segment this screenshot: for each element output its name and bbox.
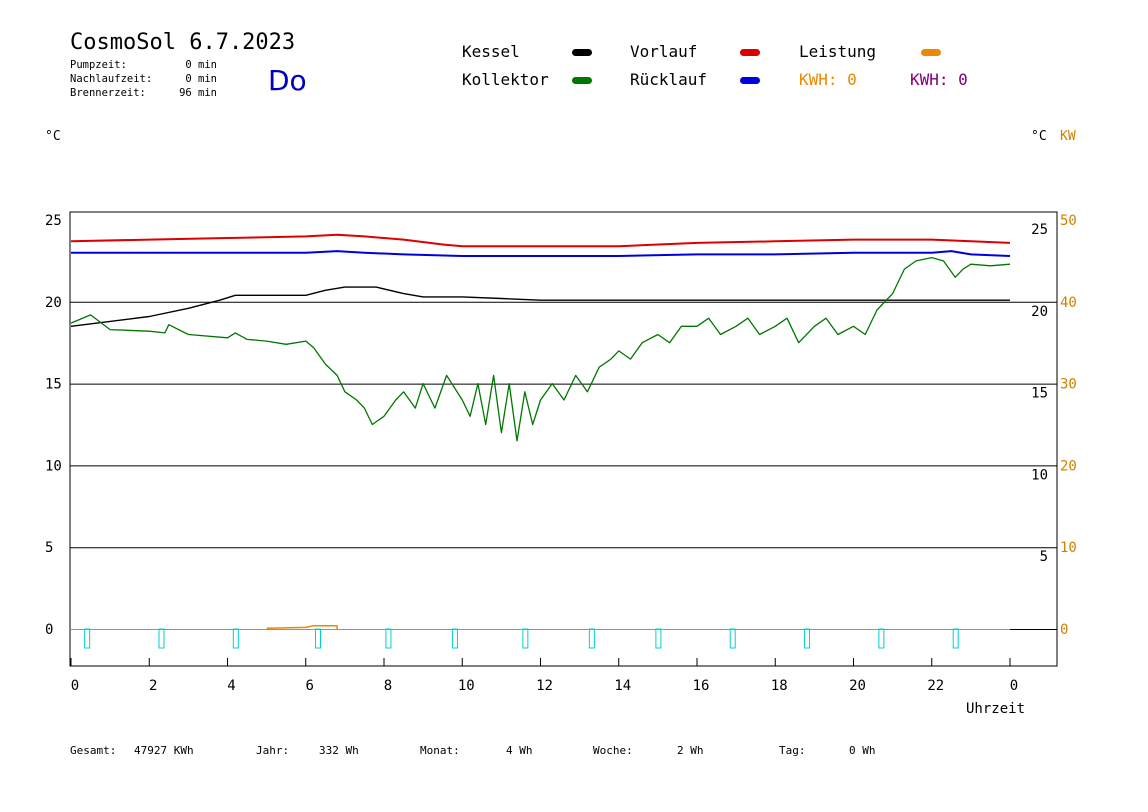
y-tick-left-0: 0 bbox=[45, 622, 53, 638]
footer-monat-value: 4 Wh bbox=[506, 744, 533, 757]
y-tick-right-15: 15 bbox=[1031, 386, 1048, 402]
pump-pulse-11 bbox=[878, 628, 885, 649]
x-tick-6: 12 bbox=[536, 678, 553, 694]
plot-frame bbox=[69, 211, 1058, 667]
legend-kollektor: Kollektor bbox=[462, 70, 549, 89]
y-tick-kw-50: 50 bbox=[1060, 213, 1077, 229]
stats-values: 0 min 0 min 96 min bbox=[165, 58, 217, 100]
legend-swatch-leistung bbox=[921, 49, 941, 56]
legend-ruecklauf: Rücklauf bbox=[630, 70, 708, 89]
x-tick-1: 2 bbox=[149, 678, 157, 694]
legend-swatch-kessel bbox=[572, 49, 592, 56]
footer-jahr-label: Jahr: bbox=[256, 744, 290, 757]
legend-kwh-1: KWH: 0 bbox=[799, 70, 857, 89]
x-tick-2: 4 bbox=[227, 678, 235, 694]
pump-pulse-1 bbox=[158, 628, 165, 649]
x-tick-7: 14 bbox=[614, 678, 631, 694]
stat-value-brennerzeit: 96 min bbox=[179, 87, 217, 99]
footer-gesamt-label: Gesamt: bbox=[70, 744, 117, 757]
y-tick-right-5: 5 bbox=[1040, 549, 1048, 565]
right-axis-unit: °C bbox=[1031, 129, 1047, 144]
stat-label-pumpzeit: Pumpzeit: bbox=[70, 59, 127, 71]
y-tick-left-5: 5 bbox=[45, 540, 53, 556]
stat-label-nachlaufzeit: Nachlaufzeit: bbox=[70, 73, 153, 85]
x-tick-8: 16 bbox=[693, 678, 710, 694]
x-tick-11: 22 bbox=[927, 678, 944, 694]
pump-pulse-9 bbox=[729, 628, 736, 649]
footer-tag-value: 0 Wh bbox=[849, 744, 876, 757]
x-tick-12: 0 bbox=[1010, 678, 1018, 694]
pump-pulse-7 bbox=[588, 628, 595, 649]
series-line-ruecklauf bbox=[71, 250, 1011, 257]
pump-pulse-6 bbox=[522, 628, 529, 649]
pump-pulse-5 bbox=[451, 628, 458, 649]
y-tick-right-10: 10 bbox=[1031, 467, 1048, 483]
legend-swatch-kollektor bbox=[572, 77, 592, 84]
x-axis-label: Uhrzeit bbox=[966, 701, 1026, 717]
y-tick-left-15: 15 bbox=[45, 377, 62, 393]
stat-label-brennerzeit: Brennerzeit: bbox=[70, 87, 146, 99]
pump-pulse-10 bbox=[804, 628, 811, 649]
pump-pulse-12 bbox=[952, 628, 959, 649]
series-line-kessel bbox=[70, 286, 1010, 327]
footer-woche-label: Woche: bbox=[593, 744, 633, 757]
footer-monat-label: Monat: bbox=[420, 744, 460, 757]
y-tick-left-10: 10 bbox=[45, 458, 62, 474]
series-line-kollektor bbox=[70, 256, 1011, 442]
stats-labels: Pumpzeit: Nachlaufzeit: Brennerzeit: bbox=[70, 58, 152, 100]
pump-pulse-0 bbox=[84, 628, 91, 649]
x-tick-9: 18 bbox=[771, 678, 788, 694]
footer-tag-label: Tag: bbox=[779, 744, 806, 757]
weekday-label: Do bbox=[268, 64, 307, 97]
y-tick-kw-20: 20 bbox=[1060, 458, 1077, 474]
x-tick-5: 10 bbox=[458, 678, 475, 694]
legend-vorlauf: Vorlauf bbox=[630, 42, 698, 61]
stat-value-pumpzeit: 0 min bbox=[185, 59, 217, 71]
legend-swatch-vorlauf bbox=[740, 49, 760, 56]
x-tick-10: 20 bbox=[849, 678, 866, 694]
y-tick-left-25: 25 bbox=[45, 213, 62, 229]
y-tick-kw-40: 40 bbox=[1060, 295, 1077, 311]
pump-pulse-4 bbox=[385, 628, 392, 649]
y-tick-right-25: 25 bbox=[1031, 222, 1048, 238]
y-tick-kw-0: 0 bbox=[1060, 622, 1068, 638]
footer-woche-value: 2 Wh bbox=[677, 744, 704, 757]
footer-jahr-value: 332 Wh bbox=[319, 744, 359, 757]
series-line-vorlauf bbox=[70, 233, 1011, 248]
y-tick-right-20: 20 bbox=[1031, 304, 1048, 320]
x-tick-4: 8 bbox=[384, 678, 392, 694]
right-axis-unit-kw: KW bbox=[1060, 129, 1076, 144]
legend-kwh-2: KWH: 0 bbox=[910, 70, 968, 89]
x-tick-0: 0 bbox=[71, 678, 79, 694]
legend-leistung: Leistung bbox=[799, 42, 877, 61]
legend-kessel: Kessel bbox=[462, 42, 520, 61]
legend-swatch-ruecklauf bbox=[740, 77, 760, 84]
footer-gesamt-value: 47927 KWh bbox=[134, 744, 194, 757]
y-tick-left-20: 20 bbox=[45, 295, 62, 311]
left-axis-unit: °C bbox=[45, 129, 61, 144]
x-tick-3: 6 bbox=[306, 678, 314, 694]
y-tick-kw-10: 10 bbox=[1060, 540, 1077, 556]
stat-value-nachlaufzeit: 0 min bbox=[185, 73, 217, 85]
chart-title: CosmoSol 6.7.2023 bbox=[70, 30, 296, 55]
pump-pulse-8 bbox=[655, 628, 662, 649]
pump-pulse-2 bbox=[232, 628, 239, 649]
y-tick-kw-30: 30 bbox=[1060, 377, 1077, 393]
pump-pulse-3 bbox=[314, 628, 321, 649]
series-line-leistung bbox=[266, 624, 338, 629]
